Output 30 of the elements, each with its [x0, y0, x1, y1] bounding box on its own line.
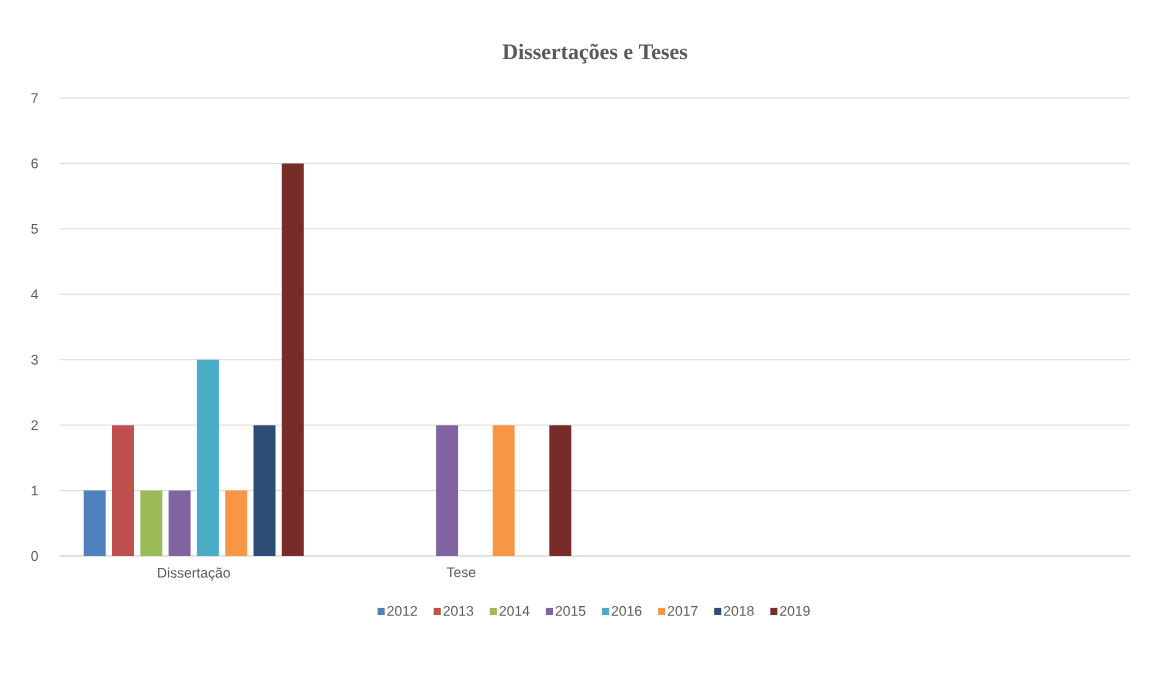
chart-title: Dissertações e Teses — [502, 43, 688, 64]
y-tick-label: 5 — [31, 223, 38, 234]
bar — [436, 425, 459, 556]
bar — [112, 425, 134, 556]
legend-label: 2015 — [555, 605, 586, 616]
y-tick-label: 1 — [31, 485, 38, 496]
y-tick-label: 3 — [31, 354, 38, 365]
legend-label: 2012 — [387, 605, 417, 616]
bar — [549, 425, 572, 556]
legend-label: 2017 — [667, 605, 698, 616]
legend-label: 2019 — [780, 605, 810, 616]
bar — [140, 490, 163, 556]
y-tick-label: 7 — [31, 93, 38, 103]
bar — [168, 490, 191, 556]
x-tick-label: Tese — [446, 567, 476, 578]
legend-label: 2014 — [499, 605, 530, 616]
bar — [253, 425, 276, 556]
bar — [83, 490, 106, 556]
bar — [281, 163, 304, 556]
x-tick-label: Dissertação — [158, 567, 230, 581]
legend-label: 2016 — [611, 605, 642, 616]
bar — [492, 425, 515, 556]
bar — [196, 359, 219, 556]
y-tick-label: 4 — [31, 289, 39, 300]
y-tick-label: 2 — [31, 420, 38, 430]
bar — [225, 490, 248, 556]
legend-label: 2013 — [443, 605, 474, 616]
legend-label: 2018 — [723, 605, 754, 616]
y-tick-label: 6 — [31, 158, 38, 169]
y-tick-label: 0 — [31, 551, 38, 561]
